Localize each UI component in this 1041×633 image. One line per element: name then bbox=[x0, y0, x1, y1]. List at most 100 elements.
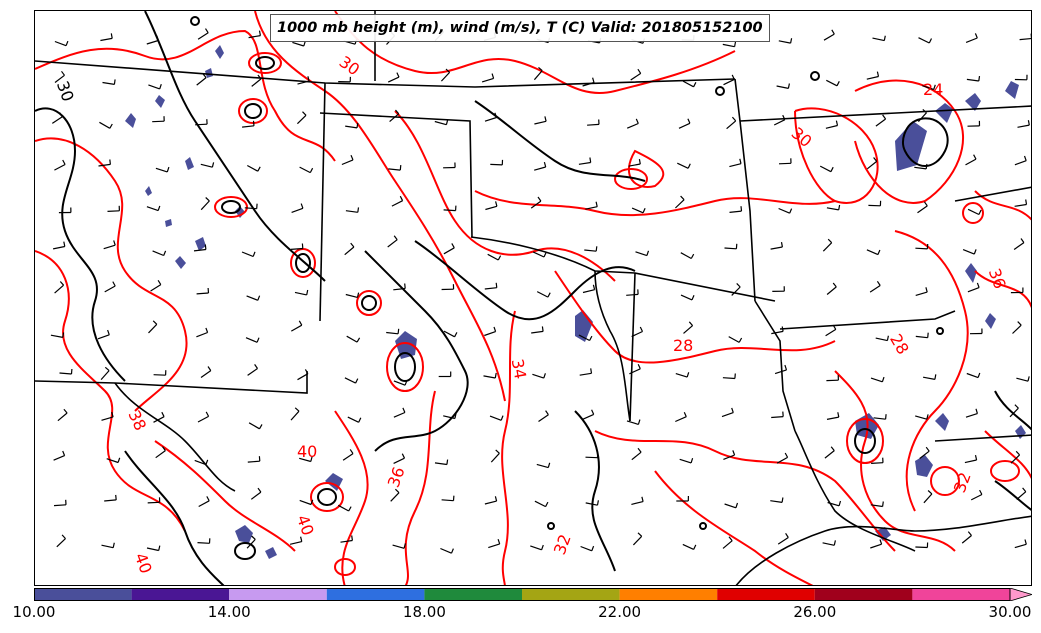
wind-barb bbox=[770, 500, 783, 503]
wind-barb-flag bbox=[109, 159, 111, 165]
wind-barb-flag bbox=[302, 111, 307, 116]
wind-barb-flag bbox=[687, 163, 691, 169]
wind-barb bbox=[875, 337, 888, 342]
wind-barb bbox=[778, 207, 790, 214]
wind-barb bbox=[1014, 203, 1027, 207]
wind-barb-flag bbox=[395, 109, 400, 115]
temperature-contour bbox=[35, 250, 186, 532]
wind-barb bbox=[485, 205, 498, 211]
wind-barb-flag bbox=[831, 29, 835, 35]
wind-barb-flag bbox=[491, 73, 495, 79]
wind-barb bbox=[200, 200, 210, 211]
wind-barb bbox=[342, 453, 354, 461]
wind-barb-flag bbox=[109, 123, 113, 129]
wind-barb bbox=[914, 166, 927, 170]
wind-barb bbox=[196, 331, 208, 338]
wind-barb-flag bbox=[979, 489, 983, 495]
wind-barb bbox=[443, 247, 455, 255]
wind-barb bbox=[443, 209, 456, 212]
height-contour bbox=[124, 450, 225, 585]
wind-barb bbox=[585, 206, 598, 210]
wind-barb bbox=[770, 246, 783, 250]
colorbar-bin bbox=[717, 588, 815, 601]
height-ring bbox=[234, 542, 256, 560]
wind-barb bbox=[962, 249, 975, 255]
wind-barb bbox=[870, 377, 883, 383]
wind-barb bbox=[674, 199, 685, 209]
wind-barb-flag bbox=[646, 250, 650, 256]
wind-barb bbox=[822, 542, 835, 546]
wind-barb-flag bbox=[1025, 199, 1028, 205]
wind-barb bbox=[247, 460, 260, 463]
colorbar-bin bbox=[814, 588, 913, 601]
wind-barb bbox=[675, 416, 687, 423]
wind-barb-flag bbox=[62, 450, 66, 456]
temperature-ring bbox=[248, 52, 282, 74]
wind-barb-flag bbox=[781, 326, 784, 332]
colorbar-outline bbox=[34, 588, 1011, 601]
wind-barb bbox=[200, 163, 213, 168]
wind-barb-flag bbox=[306, 289, 309, 296]
wind-barb bbox=[200, 370, 212, 378]
height-ring bbox=[361, 295, 377, 311]
wind-barb-flag bbox=[925, 287, 928, 293]
wind-barb-flag bbox=[61, 70, 65, 76]
wind-barb-flag bbox=[832, 282, 837, 288]
wind-barb bbox=[680, 252, 692, 260]
wind-barb-flag bbox=[454, 413, 457, 419]
wind-barb bbox=[100, 37, 113, 42]
wind-barb-flag bbox=[740, 206, 743, 212]
coastline bbox=[735, 515, 1031, 585]
state-boundary bbox=[629, 272, 636, 422]
state-boundary bbox=[35, 371, 308, 394]
wind-barb bbox=[387, 239, 398, 248]
wind-barb bbox=[247, 368, 258, 376]
wind-barb-flag bbox=[838, 500, 842, 506]
height-ring bbox=[547, 522, 555, 530]
wind-barb bbox=[196, 292, 209, 295]
wind-barb bbox=[103, 244, 116, 250]
wind-barb bbox=[197, 32, 209, 40]
wind-barb-flag bbox=[881, 376, 885, 382]
wind-barb bbox=[825, 328, 837, 337]
wind-barb bbox=[827, 501, 840, 507]
wind-barb bbox=[722, 43, 735, 48]
wind-barb-flag bbox=[731, 407, 734, 413]
wind-barb-flag bbox=[358, 417, 362, 423]
wind-barb bbox=[773, 119, 786, 126]
wind-barb bbox=[872, 37, 885, 42]
wind-barb bbox=[778, 162, 792, 165]
wind-barb-flag bbox=[591, 409, 595, 415]
wind-barb bbox=[1016, 491, 1027, 500]
wind-barb bbox=[724, 247, 737, 250]
wind-barb bbox=[819, 165, 832, 173]
wind-barb-flag bbox=[500, 415, 504, 421]
wind-barb-flag bbox=[399, 165, 402, 171]
height-ring bbox=[244, 103, 262, 119]
wind-barb-flag bbox=[112, 542, 115, 548]
wind-barb-flag bbox=[59, 112, 63, 118]
wind-barb bbox=[776, 456, 788, 464]
wind-barb-flag bbox=[257, 295, 261, 301]
contour-label: 30 bbox=[53, 78, 78, 104]
wind-barb-flag bbox=[445, 119, 449, 125]
wind-barb bbox=[538, 414, 549, 422]
height-ring bbox=[190, 16, 200, 26]
wind-barb bbox=[1014, 160, 1027, 166]
wind-barb-flag bbox=[637, 447, 642, 453]
temperature-ring bbox=[334, 558, 356, 576]
temperature-contour bbox=[334, 410, 369, 585]
wind-barb bbox=[826, 416, 839, 420]
wind-barb bbox=[148, 323, 158, 334]
state-boundary bbox=[934, 434, 1031, 442]
wind-barb bbox=[344, 246, 355, 256]
wind-barb-flag bbox=[252, 120, 255, 126]
wind-barb-flag bbox=[493, 326, 497, 332]
wind-barb-flag bbox=[732, 450, 736, 456]
wind-barb bbox=[584, 249, 597, 252]
wind-barb-flag bbox=[257, 487, 262, 493]
state-boundary bbox=[779, 310, 956, 330]
contour-label: 34 bbox=[508, 357, 530, 380]
wind-barb bbox=[484, 331, 496, 337]
wind-barb-flag bbox=[637, 419, 641, 425]
